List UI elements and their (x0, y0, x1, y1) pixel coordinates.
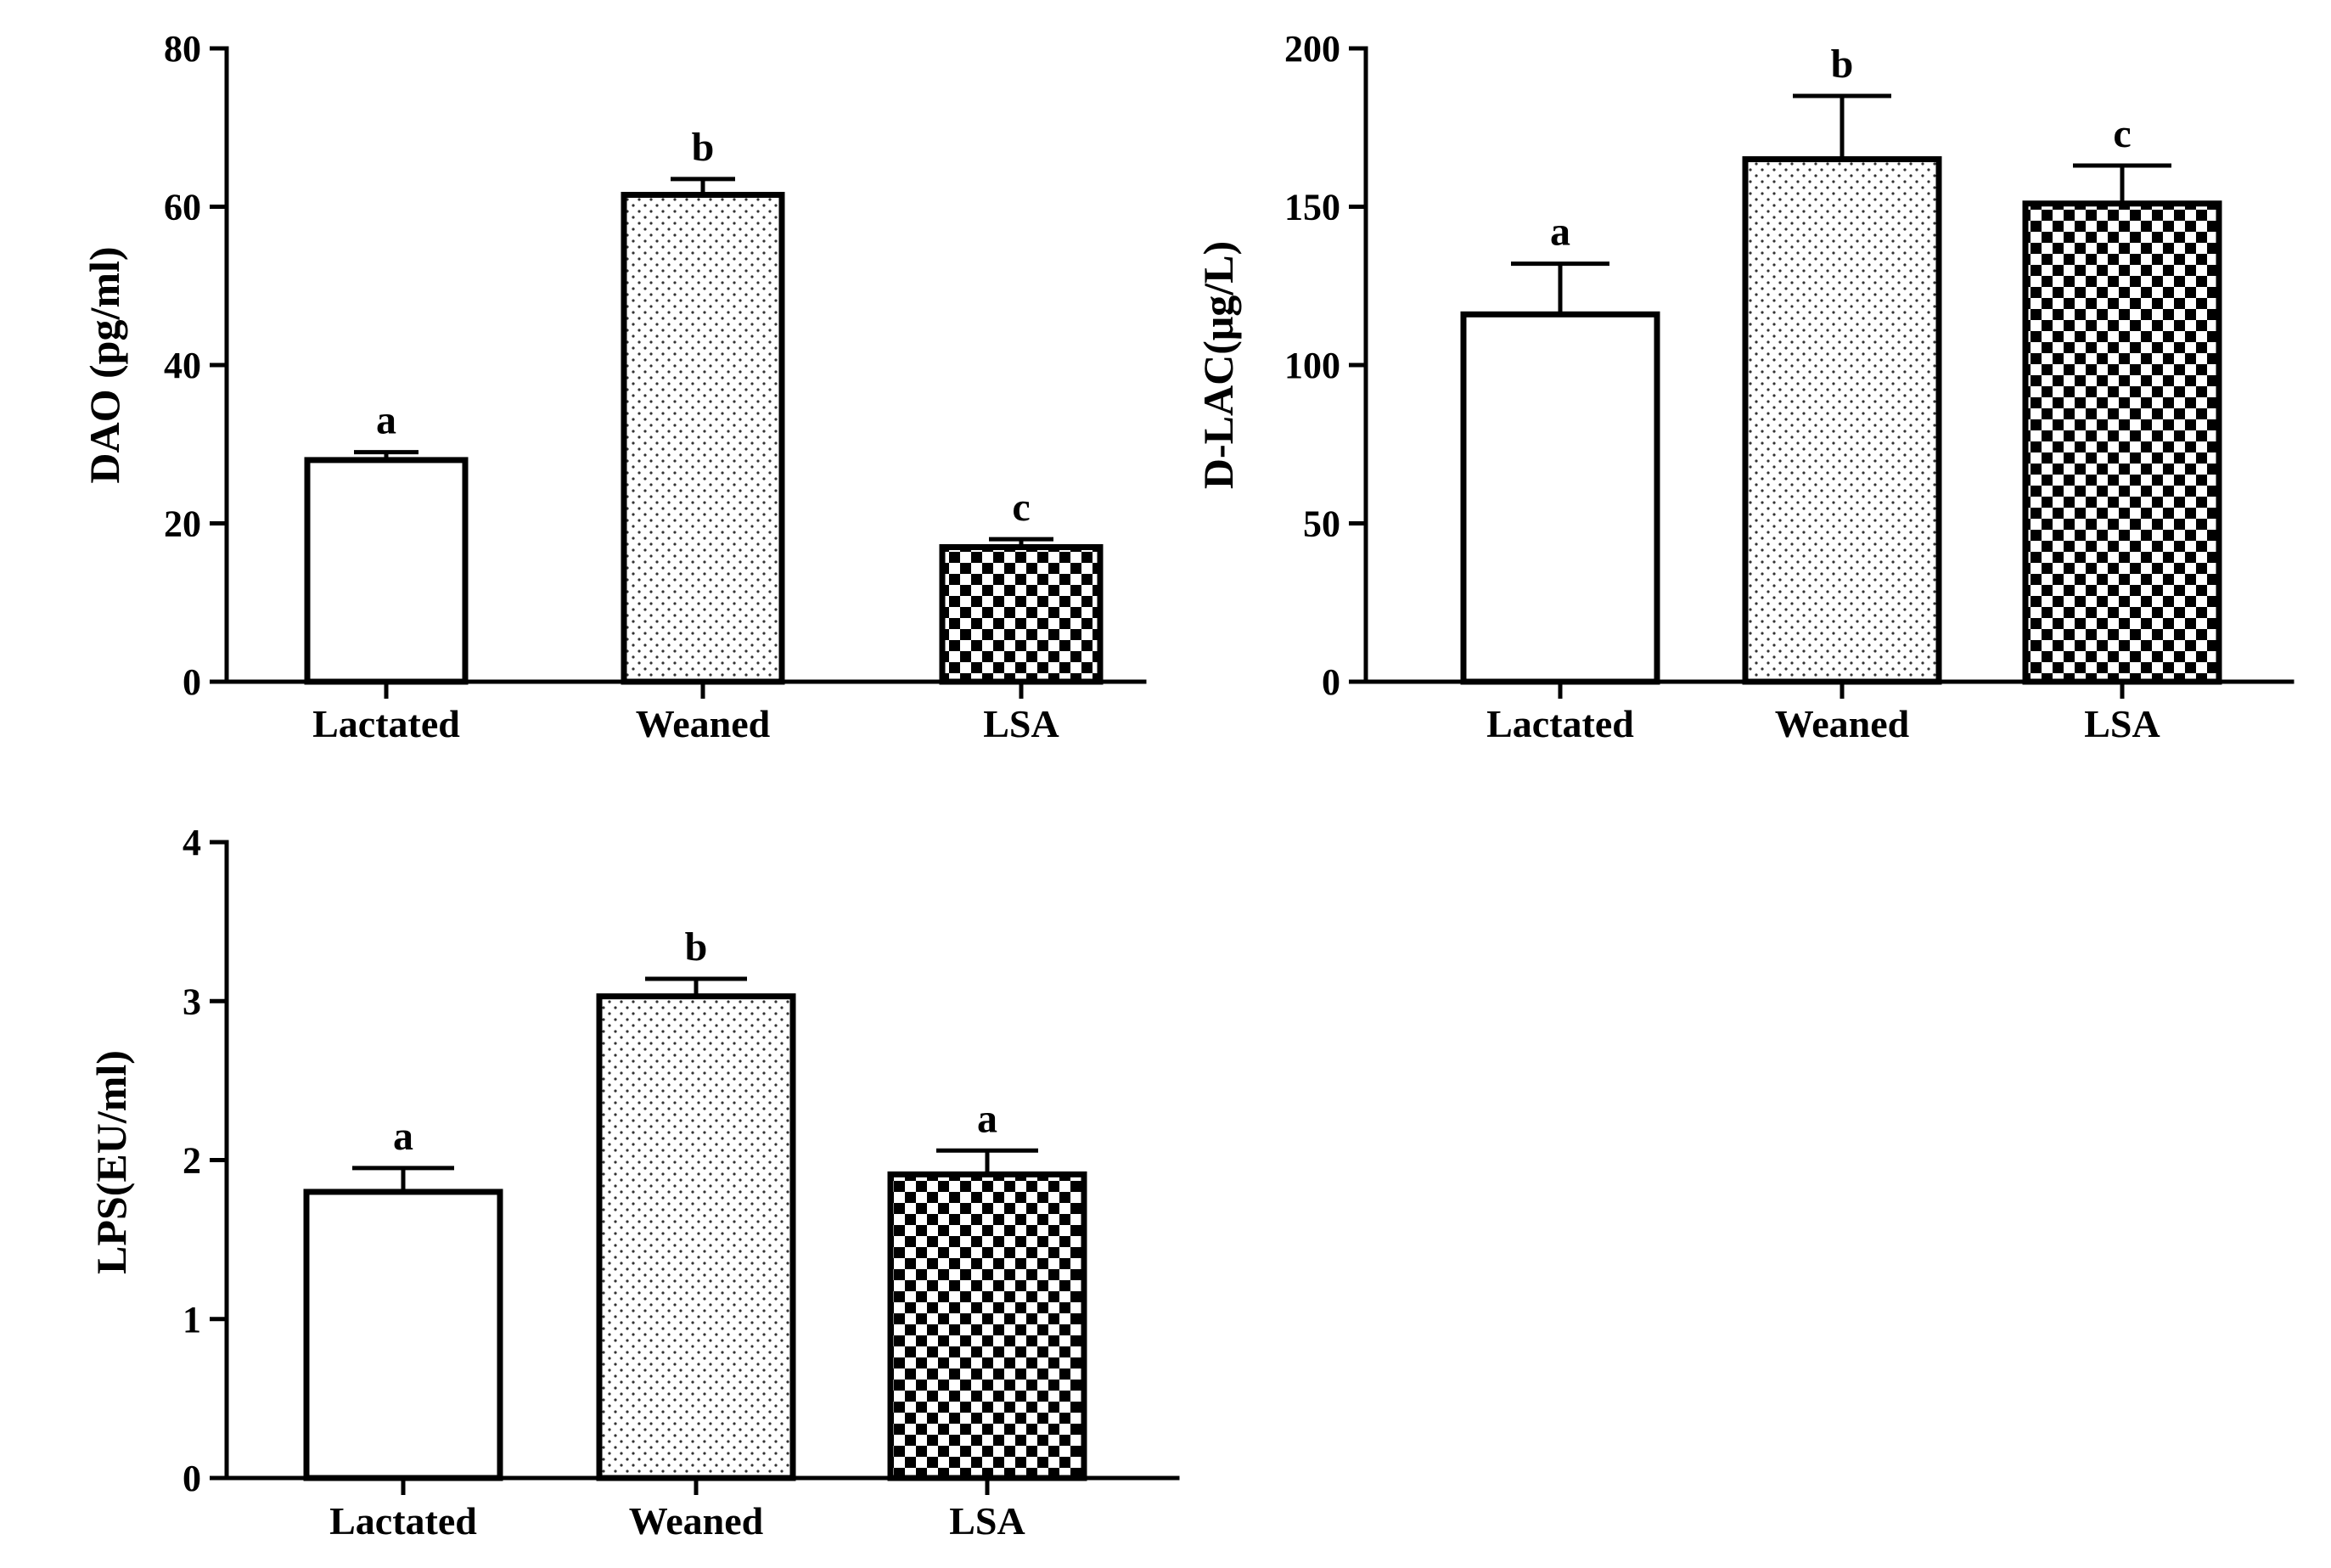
x-tick-label-weaned: Weaned (1775, 702, 1910, 745)
y-tick-label: 0 (183, 1458, 201, 1499)
x-tick-label-lsa: LSA (983, 702, 1059, 745)
y-tick-label: 40 (164, 345, 201, 386)
significance-label-lsa: a (977, 1096, 997, 1141)
significance-label-lactated: a (376, 398, 396, 443)
x-tick-label-lactated: Lactated (1486, 702, 1634, 745)
x-tick-label-weaned: Weaned (629, 1499, 764, 1543)
y-axis-label: LPS(EU/ml) (87, 1050, 135, 1274)
significance-label-lactated: a (393, 1114, 413, 1159)
x-tick-label-lsa: LSA (2084, 702, 2160, 745)
x-tick-label-weaned: Weaned (636, 702, 771, 745)
bar-weaned (596, 993, 796, 1481)
y-tick-label: 0 (1322, 661, 1340, 703)
y-tick-label: 2 (183, 1140, 201, 1182)
bar-weaned (621, 192, 785, 685)
bar-lactated (303, 1189, 503, 1481)
y-axis-label: DAO (pg/ml) (81, 246, 128, 483)
significance-label-lactated: a (1550, 210, 1570, 255)
y-tick-label: 1 (183, 1299, 201, 1340)
y-axis-label: D-LAC(μg/L) (1194, 241, 1242, 489)
y-tick-label: 100 (1284, 345, 1340, 386)
bar-lactated (304, 457, 469, 685)
significance-label-weaned: b (692, 125, 715, 170)
bar-weaned (1742, 156, 1942, 685)
bar-lsa (939, 543, 1104, 685)
significance-label-lsa: c (1012, 485, 1030, 530)
y-tick-label: 3 (183, 981, 201, 1022)
significance-label-lsa: c (2113, 111, 2131, 156)
dao-chart: 0 20 40 60 80 DAO (pg/ml) a Lactated b Weaned c LSA (81, 28, 1147, 745)
x-tick-label-lsa: LSA (949, 1499, 1025, 1543)
bar-lsa (887, 1171, 1087, 1481)
y-tick-label: 20 (164, 503, 201, 545)
y-tick-label: 60 (164, 187, 201, 228)
x-tick-label-lactated: Lactated (329, 1499, 477, 1543)
y-tick-label: 80 (164, 28, 201, 70)
significance-label-weaned: b (1831, 42, 1854, 87)
significance-label-weaned: b (685, 925, 708, 969)
y-tick-label: 150 (1284, 187, 1340, 228)
bar-lactated (1460, 311, 1660, 685)
lps-chart: 0 1 2 3 4 LPS(EU/ml) a Lactated b Weaned a LSA (87, 822, 1180, 1543)
y-tick-label: 200 (1284, 28, 1340, 70)
dlac-chart: 0 50 100 150 200 D-LAC(μg/L) a Lactated b Weaned c… (1194, 28, 2294, 745)
bar-lsa (2022, 200, 2222, 685)
y-tick-label: 50 (1303, 503, 1340, 545)
x-tick-label-lactated: Lactated (312, 702, 460, 745)
y-tick-label: 0 (183, 661, 201, 703)
y-tick-label: 4 (183, 822, 201, 863)
